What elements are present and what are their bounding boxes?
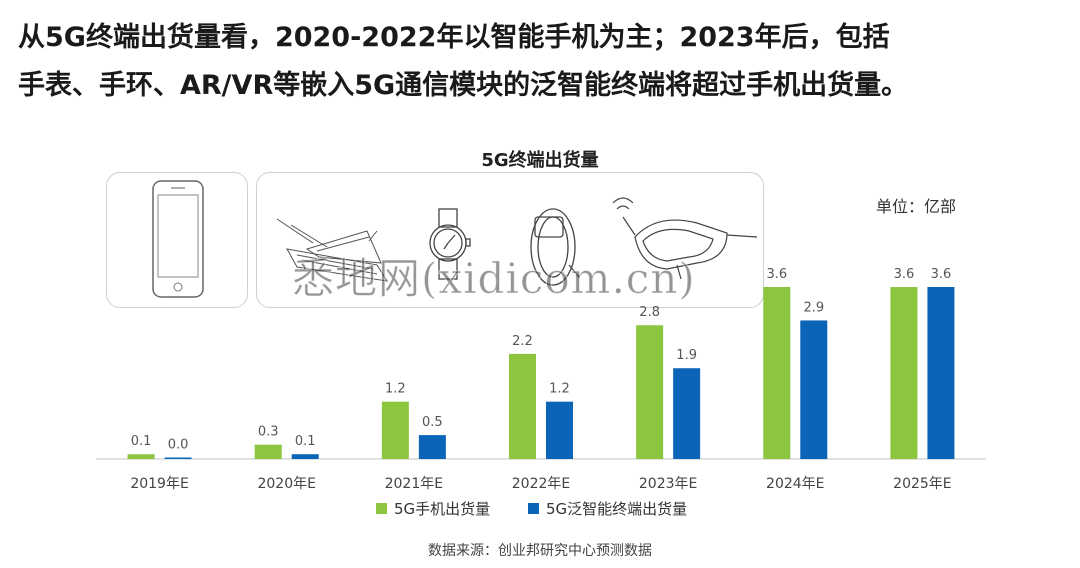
data-label-general-1: 0.1 bbox=[295, 434, 316, 449]
x-tick-label-4: 2023年E bbox=[639, 476, 697, 492]
bar-phone-4 bbox=[636, 325, 664, 459]
x-tick-label-0: 2019年E bbox=[130, 476, 188, 492]
vr-glasses-icon bbox=[612, 197, 758, 280]
data-label-general-0: 0.0 bbox=[168, 438, 189, 453]
legend-label-1: 5G泛智能终端出货量 bbox=[546, 500, 687, 518]
data-label-general-4: 1.9 bbox=[676, 348, 697, 363]
devices-image-panel bbox=[256, 172, 764, 308]
fitness-band-icon bbox=[530, 208, 580, 286]
x-tick-label-1: 2020年E bbox=[257, 476, 315, 492]
phone-image-panel bbox=[106, 172, 248, 308]
data-label-general-5: 2.9 bbox=[803, 300, 824, 315]
bar-phone-2 bbox=[381, 401, 409, 459]
bar-general-4 bbox=[673, 368, 701, 459]
data-label-phone-3: 2.2 bbox=[512, 334, 533, 349]
bar-general-6 bbox=[927, 287, 955, 459]
data-source: 数据来源：创业邦研究中心预测数据 bbox=[428, 543, 652, 559]
data-label-phone-1: 0.3 bbox=[258, 425, 279, 440]
bar-general-5 bbox=[800, 320, 828, 459]
x-tick-label-3: 2022年E bbox=[512, 476, 570, 492]
bar-phone-0 bbox=[127, 454, 155, 459]
data-label-general-3: 1.2 bbox=[549, 382, 570, 397]
data-label-general-2: 0.5 bbox=[422, 415, 443, 430]
watermark: 悉地网(xidicom.cn) bbox=[292, 254, 696, 304]
headline-line-2: 手表、手环、AR/VR等嵌入5G通信模块的泛智能终端将超过手机出货量。 bbox=[18, 70, 909, 101]
data-label-phone-0: 0.1 bbox=[131, 434, 152, 449]
bar-phone-3 bbox=[509, 353, 536, 459]
headline-line-1: 从5G终端出货量看，2020-2022年以智能手机为主；2023年后，包括 bbox=[18, 22, 890, 53]
unit-label: 单位：亿部 bbox=[876, 197, 957, 216]
legend-swatch-1 bbox=[528, 503, 539, 514]
bar-general-2 bbox=[418, 435, 446, 459]
data-label-phone-5: 3.6 bbox=[766, 267, 787, 282]
data-label-phone-2: 1.2 bbox=[385, 382, 406, 397]
legend-label-0: 5G手机出货量 bbox=[394, 500, 490, 518]
bar-phone-5 bbox=[763, 287, 791, 459]
bar-phone-6 bbox=[890, 287, 918, 459]
x-tick-label-5: 2024年E bbox=[766, 476, 824, 492]
legend-swatch-0 bbox=[376, 503, 387, 514]
chart-title: 5G终端出货量 bbox=[481, 150, 599, 171]
headline: 从5G终端出货量看，2020-2022年以智能手机为主；2023年后，包括 手表… bbox=[18, 14, 1068, 110]
x-tick-label-2: 2021年E bbox=[385, 476, 443, 492]
data-label-phone-6: 3.6 bbox=[894, 267, 915, 282]
laptop-icon bbox=[276, 218, 389, 282]
bar-phone-1 bbox=[254, 444, 282, 459]
smartphone-icon bbox=[152, 180, 204, 298]
smartwatch-icon bbox=[429, 208, 471, 280]
x-tick-label-6: 2025年E bbox=[893, 476, 951, 492]
bar-general-1 bbox=[291, 454, 319, 459]
data-label-general-6: 3.6 bbox=[931, 267, 952, 282]
bar-general-3 bbox=[546, 401, 573, 459]
bar-general-0 bbox=[164, 457, 192, 459]
